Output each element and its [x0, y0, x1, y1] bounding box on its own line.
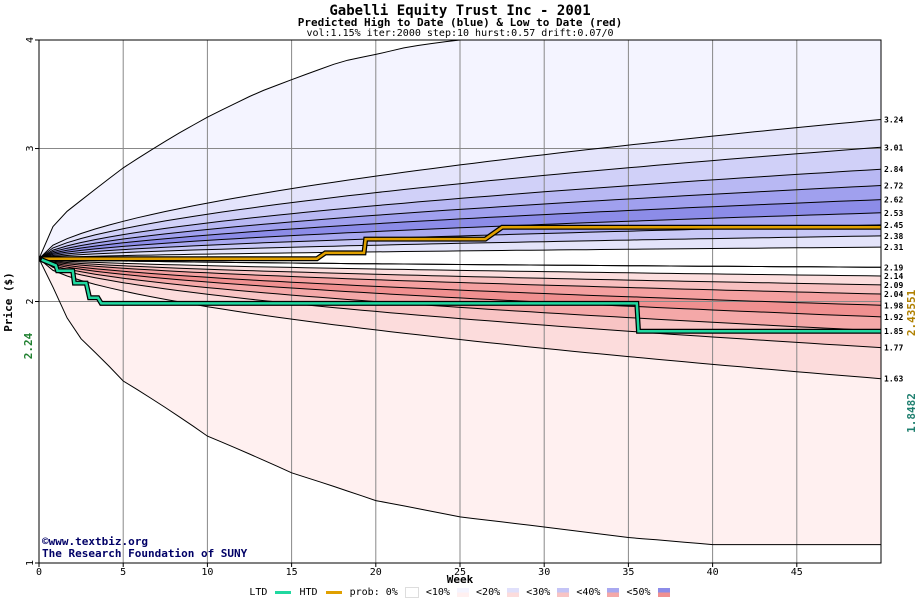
blue-band-4 — [39, 185, 881, 259]
percentile-line-8 — [39, 246, 881, 260]
percentile-line-13 — [39, 258, 881, 306]
x-tick-label-10: 10 — [201, 567, 213, 578]
percentile-line-0 — [39, 119, 881, 260]
blue-band-2 — [39, 147, 881, 259]
legend-band-0-swatch — [404, 587, 419, 598]
x-tick-label-20: 20 — [370, 567, 382, 578]
outer-low-line — [39, 258, 881, 546]
right-label-11: 2.09 — [884, 281, 903, 290]
percentile-line-3 — [39, 185, 881, 260]
percentile-line-15 — [39, 258, 881, 332]
legend-band-4-swatch — [607, 588, 620, 597]
legend-band-0: 0% — [385, 587, 398, 598]
right-label-17: 1.63 — [884, 375, 903, 384]
right-label-2: 2.84 — [884, 165, 903, 174]
red-band-3 — [39, 258, 881, 331]
x-tick-label-45: 45 — [791, 567, 803, 578]
percentile-line-16 — [39, 258, 881, 349]
percentile-line-10 — [39, 258, 881, 277]
blue-band-1 — [39, 119, 881, 259]
right-label-4: 2.62 — [884, 196, 903, 205]
legend-band-1: <10% — [425, 587, 450, 598]
y-axis-label: Price ($) — [2, 272, 15, 332]
y-axis-ticks: 1 2 3 4 — [25, 37, 39, 566]
htd-line — [39, 225, 881, 260]
red-band-4 — [39, 258, 881, 317]
right-label-0: 3.24 — [884, 115, 903, 124]
start-price-label: 2.24 — [22, 332, 35, 359]
watermark-url: ©www.textbiz.org — [42, 535, 148, 548]
x-tick-label-5: 5 — [120, 567, 126, 578]
legend-band-3-swatch — [557, 588, 570, 597]
start-point — [39, 255, 42, 262]
percentile-line-4 — [39, 199, 881, 260]
ltd-final-label: 1.8482 — [905, 393, 918, 433]
red-band-5 — [39, 258, 881, 306]
right-label-15: 1.85 — [884, 327, 903, 336]
legend-prob-label: prob: — [349, 587, 380, 598]
legend-htd-label: HTD — [299, 587, 318, 598]
legend: LTD HTD prob: 0% <10% <20% <30% <40% <50… — [0, 587, 920, 599]
right-label-13: 1.98 — [884, 301, 903, 310]
percentile-line-7 — [39, 235, 881, 260]
right-label-5: 2.53 — [884, 209, 903, 218]
right-label-8: 2.31 — [884, 243, 903, 252]
x-tick-label-15: 15 — [286, 567, 298, 578]
red-band-2 — [39, 258, 881, 348]
series-lines — [39, 40, 881, 546]
red-band-6 — [39, 258, 881, 294]
percentile-line-12 — [39, 258, 881, 295]
right-label-6: 2.45 — [884, 221, 903, 230]
legend-band-3: <30% — [526, 587, 551, 598]
ltd-line — [39, 257, 881, 333]
right-label-14: 1.92 — [884, 313, 903, 322]
y-tick-label-4: 4 — [25, 37, 36, 43]
legend-band-2: <20% — [476, 587, 501, 598]
legend-band-5: <50% — [626, 587, 651, 598]
legend-htd-swatch — [325, 591, 342, 594]
percentile-line-2 — [39, 168, 881, 260]
x-tick-label-0: 0 — [36, 567, 42, 578]
legend-band-2-swatch — [507, 588, 520, 597]
mid-line — [39, 258, 881, 268]
legend-ltd-swatch — [275, 591, 292, 594]
percentile-line-11 — [39, 258, 881, 286]
legend-ltd-label: LTD — [249, 587, 268, 598]
outer-high-line — [39, 40, 881, 259]
x-tick-label-40: 40 — [707, 567, 719, 578]
y-tick-label-2: 2 — [25, 298, 36, 304]
x-axis-label: Week — [447, 573, 474, 586]
chart-title: Gabelli Equity Trust Inc - 2001 — [329, 3, 591, 19]
chart-subtitle: Predicted High to Date (blue) & Low to D… — [297, 16, 623, 29]
y-tick-label-3: 3 — [25, 146, 36, 152]
watermark-org: The Research Foundation of SUNY — [42, 547, 248, 560]
y-tick-label-1: 1 — [25, 560, 36, 566]
right-label-16: 1.77 — [884, 344, 903, 353]
right-label-10: 2.14 — [884, 272, 903, 281]
right-percentile-labels: 3.24 3.01 2.84 2.72 2.62 2.53 2.45 2.38 2.31 2.19… — [884, 115, 903, 383]
blue-band-5 — [39, 199, 881, 259]
x-tick-label-35: 35 — [622, 567, 634, 578]
right-label-1: 3.01 — [884, 143, 903, 152]
legend-band-4: <40% — [576, 587, 601, 598]
percentile-line-5 — [39, 212, 881, 260]
blue-band-3 — [39, 169, 881, 259]
legend-band-5-swatch — [657, 588, 670, 597]
x-tick-label-30: 30 — [538, 567, 550, 578]
right-label-12: 2.04 — [884, 290, 903, 299]
percentile-line-1 — [39, 146, 881, 260]
x-axis-ticks: 0 5 10 15 20 25 30 35 40 45 — [36, 563, 803, 578]
right-label-3: 2.72 — [884, 181, 903, 190]
right-label-7: 2.38 — [884, 232, 903, 241]
htd-final-label: 2.43551 — [905, 289, 918, 336]
legend-band-1-swatch — [457, 588, 469, 597]
chart-params: vol:1.15% iter:2000 step:10 hurst:0.57 d… — [306, 28, 614, 39]
right-label-9: 2.19 — [884, 263, 903, 272]
x-tick-label-25: 25 — [454, 567, 466, 578]
percentile-line-14 — [39, 258, 881, 318]
